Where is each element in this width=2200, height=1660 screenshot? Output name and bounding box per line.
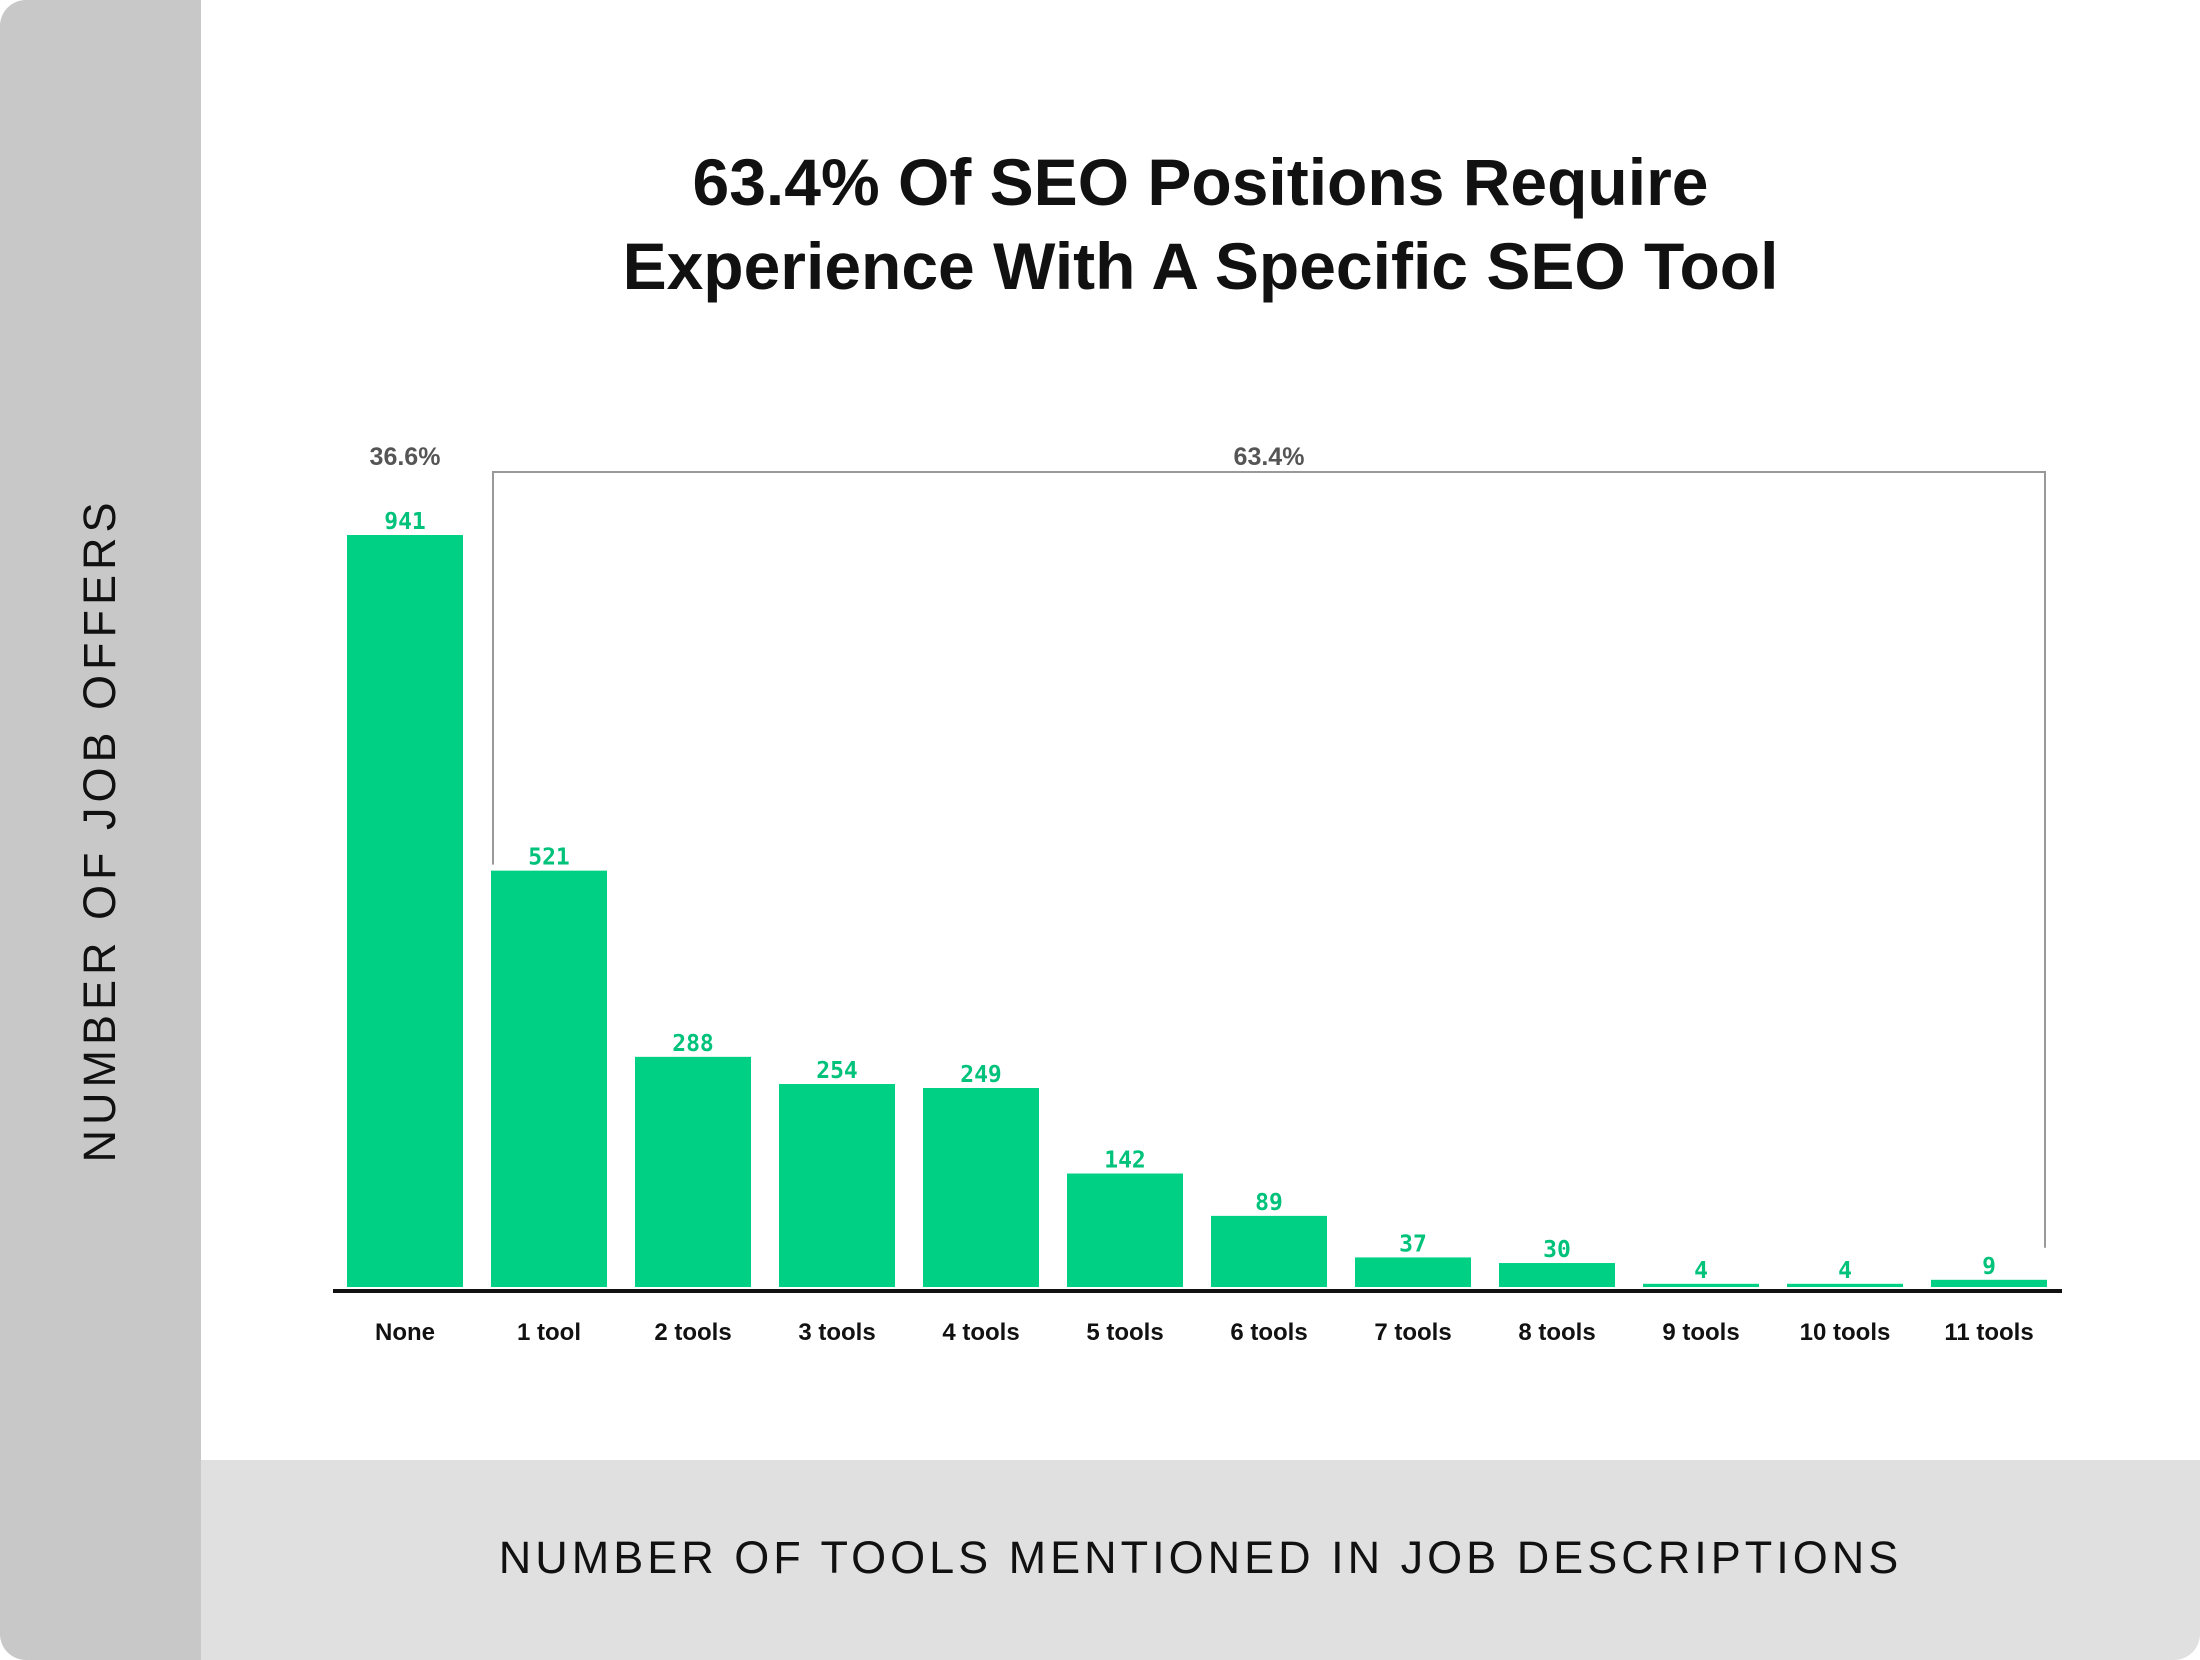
- value-label-0: 941: [384, 509, 426, 535]
- chart-title-line-1: 63.4% Of SEO Positions Require: [692, 145, 1709, 219]
- bar-2: [635, 1056, 751, 1287]
- category-label-4: 4 tools: [942, 1319, 1019, 1346]
- value-label-10: 4: [1838, 1258, 1852, 1284]
- bars-layer: [347, 535, 2047, 1287]
- bar-1: [491, 870, 607, 1287]
- category-label-1: 1 tool: [517, 1319, 581, 1346]
- category-label-7: 7 tools: [1374, 1319, 1451, 1346]
- bar-7: [1355, 1257, 1471, 1287]
- value-label-3: 254: [816, 1058, 858, 1084]
- value-label-5: 142: [1104, 1148, 1146, 1174]
- value-label-2: 288: [672, 1031, 714, 1057]
- value-label-6: 89: [1255, 1190, 1283, 1216]
- category-label-10: 10 tools: [1800, 1319, 1891, 1346]
- category-label-6: 6 tools: [1230, 1319, 1307, 1346]
- annotation-label-1: 63.4%: [1234, 443, 1305, 471]
- category-label-0: None: [375, 1319, 435, 1346]
- annotation-layer: 36.6% 63.4%: [370, 443, 2046, 1248]
- bar-3: [779, 1084, 895, 1287]
- annotation-label-0: 36.6%: [370, 443, 441, 471]
- value-label-11: 9: [1982, 1254, 1996, 1280]
- labels-layer: 941 None 521 1 tool 288 2 tools 254 3 tools 249 4…: [375, 509, 2034, 1346]
- bar-6: [1211, 1215, 1327, 1287]
- value-label-9: 4: [1694, 1258, 1708, 1284]
- category-label-9: 9 tools: [1662, 1319, 1739, 1346]
- x-axis-title: NUMBER OF TOOLS MENTIONED IN JOB DESCRIP…: [498, 1532, 1903, 1583]
- value-label-4: 249: [960, 1062, 1002, 1088]
- category-label-5: 5 tools: [1086, 1319, 1163, 1346]
- value-label-7: 37: [1399, 1231, 1427, 1257]
- bar-11: [1931, 1279, 2047, 1287]
- y-axis-band: NUMBER OF JOB OFFERS: [0, 0, 201, 1660]
- bar-9: [1643, 1283, 1759, 1287]
- category-label-8: 8 tools: [1518, 1319, 1595, 1346]
- bar-4: [923, 1088, 1039, 1287]
- chart-title: 63.4% Of SEO Positions Require Experienc…: [201, 140, 2200, 308]
- bar-0: [347, 535, 463, 1287]
- bar-5: [1067, 1173, 1183, 1287]
- x-axis-band: NUMBER OF TOOLS MENTIONED IN JOB DESCRIP…: [201, 1460, 2200, 1660]
- value-label-8: 30: [1543, 1237, 1571, 1263]
- bar-8: [1499, 1263, 1615, 1287]
- category-label-2: 2 tools: [654, 1319, 731, 1346]
- value-label-1: 521: [528, 845, 570, 871]
- bracket-1: [492, 471, 2046, 1248]
- bar-10: [1787, 1283, 1903, 1287]
- category-label-11: 11 tools: [1944, 1319, 2033, 1346]
- category-label-3: 3 tools: [798, 1319, 875, 1346]
- chart-title-line-2: Experience With A Specific SEO Tool: [622, 229, 1779, 303]
